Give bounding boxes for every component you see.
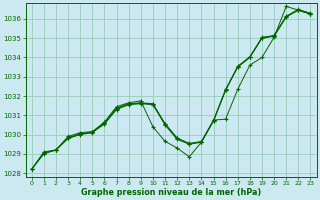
X-axis label: Graphe pression niveau de la mer (hPa): Graphe pression niveau de la mer (hPa) [81,188,261,197]
